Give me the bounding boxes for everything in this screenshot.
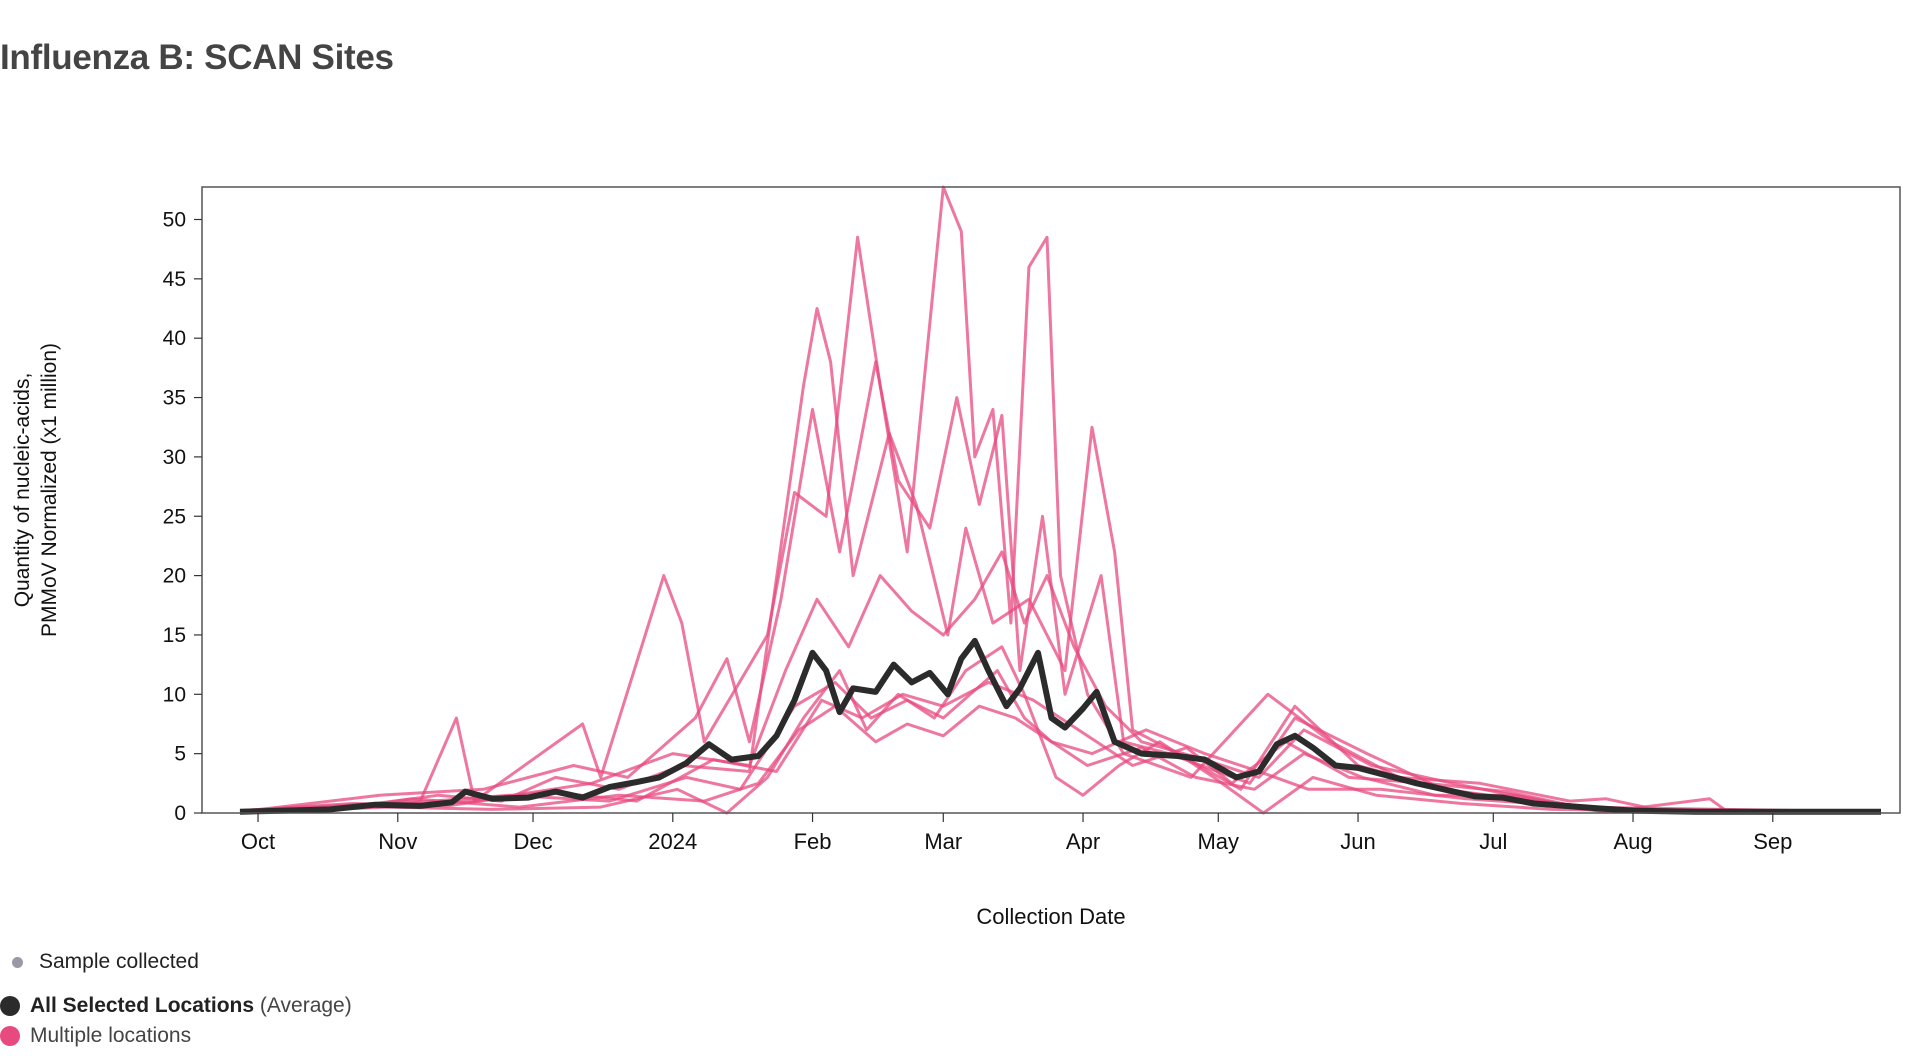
x-tick-label: Aug (1613, 829, 1652, 854)
legend-average[interactable]: All Selected Locations (Average) (0, 994, 352, 1018)
legend-sample-label: Sample collected (39, 950, 199, 973)
location-line-5[interactable] (239, 669, 1882, 814)
y-axis: 0 5 10 15 20 25 30 35 40 45 50 (163, 209, 202, 825)
x-tick-label: Apr (1066, 829, 1100, 854)
legend-multiple-locations[interactable]: Multiple locations (0, 1024, 191, 1048)
y-axis-label-line2: PMMoV Normalized (x1 million) (38, 343, 61, 637)
legend-multi-label: Multiple locations (30, 1024, 192, 1047)
y-axis-label-line1: Quantity of nucleic-acids, (11, 373, 34, 608)
x-tick-label: Mar (924, 829, 962, 854)
y-tick-label: 5 (174, 743, 186, 766)
x-axis: Oct Nov Dec 2024 Feb Mar Apr May Jun Jul Aug Sep (241, 813, 1792, 854)
legend-average-label: All Selected Locations (30, 994, 255, 1017)
y-tick-label: 25 (163, 505, 186, 528)
y-tick-label: 10 (163, 683, 186, 706)
plot-frame (201, 186, 1901, 814)
y-tick-label: 20 (163, 565, 186, 588)
legend-average-suffix: (Average) (259, 994, 352, 1017)
y-tick-label: 30 (163, 446, 186, 469)
multi-location-lines (239, 185, 1882, 815)
x-tick-label: Jul (1479, 829, 1507, 854)
location-line-2[interactable] (239, 185, 1882, 814)
multi-dot-icon (0, 1026, 20, 1047)
average-dot-icon (0, 996, 20, 1017)
chart-canvas: 0 5 10 15 20 25 30 35 40 45 50 Oct Nov Dec 2024 Feb Mar… (11, 185, 1901, 929)
x-tick-label: Dec (513, 829, 552, 854)
location-line-4[interactable] (239, 550, 1882, 814)
x-tick-label: May (1197, 829, 1239, 854)
x-axis-label: Collection Date (976, 904, 1125, 929)
y-tick-label: 15 (163, 624, 186, 647)
chart-title: Influenza B: SCAN Sites (0, 38, 394, 77)
x-tick-label: Feb (794, 829, 832, 854)
average-line-group (239, 637, 1881, 815)
legend-sample-collected: Sample collected (12, 950, 199, 974)
x-tick-label: 2024 (648, 829, 697, 854)
y-tick-label: 45 (163, 268, 186, 291)
x-tick-label: Oct (241, 829, 275, 854)
x-tick-label: Nov (378, 829, 417, 854)
y-tick-label: 50 (163, 209, 186, 232)
average-line[interactable] (239, 637, 1881, 815)
sample-dot-icon (12, 956, 23, 968)
y-tick-label: 40 (163, 327, 186, 350)
location-line-3[interactable] (239, 360, 1882, 814)
y-tick-label: 0 (174, 802, 186, 825)
x-tick-label: Sep (1753, 829, 1792, 854)
location-line-8[interactable] (239, 680, 1882, 814)
x-tick-label: Jun (1340, 829, 1375, 854)
y-tick-label: 35 (163, 387, 186, 410)
